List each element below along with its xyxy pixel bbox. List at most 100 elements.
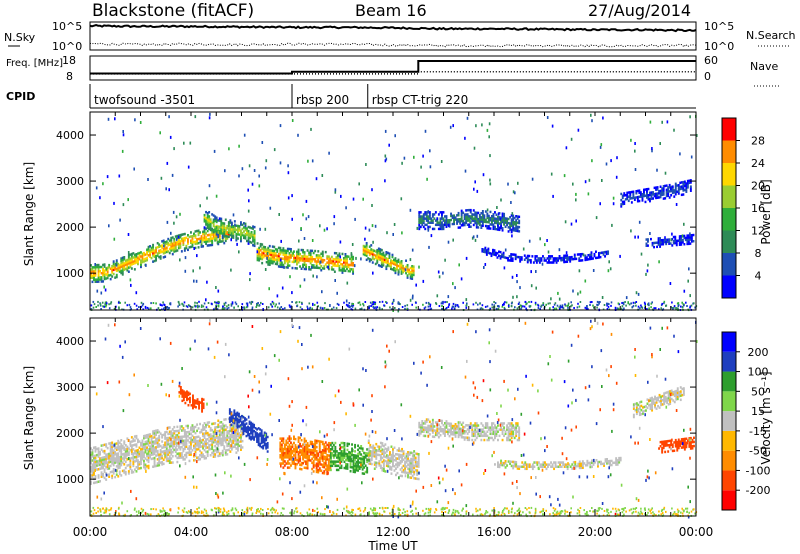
heatmap-cell [515, 227, 518, 230]
heatmap-cell [179, 242, 182, 245]
heatmap-cell [206, 222, 209, 225]
heatmap-cell [186, 390, 188, 393]
power-colorbar-swatch [722, 208, 736, 231]
heatmap-cell [311, 467, 314, 471]
heatmap-cell [165, 453, 168, 456]
heatmap-cell [277, 259, 280, 262]
heatmap-cell [202, 453, 205, 456]
heatmap-cell [180, 441, 183, 445]
heatmap-cell [212, 233, 215, 236]
heatmap-cell [329, 442, 332, 445]
heatmap-cell [396, 266, 398, 269]
heatmap-cell [469, 208, 472, 212]
heatmap-cell [143, 466, 145, 469]
heatmap-cell [247, 240, 250, 243]
heatmap-cell [348, 302, 351, 304]
heatmap-cell [188, 432, 191, 436]
heatmap-cell [391, 262, 394, 265]
heatmap-cell [463, 221, 466, 225]
heatmap-cell [235, 422, 238, 425]
heatmap-cell [282, 456, 285, 459]
heatmap-cell [206, 442, 209, 445]
heatmap-cell [326, 472, 329, 476]
heatmap-cell [124, 470, 127, 474]
heatmap-cell [626, 195, 629, 199]
heatmap-cell [127, 472, 130, 475]
heatmap-cell [604, 255, 607, 258]
heatmap-cell [94, 466, 97, 470]
heatmap-cell [155, 437, 158, 441]
heatmap-cell [190, 404, 193, 407]
heatmap-cell [174, 247, 177, 251]
heatmap-cell [655, 188, 658, 191]
heatmap-cell [161, 456, 164, 460]
heatmap-cell [159, 255, 162, 258]
heatmap-cell [215, 434, 218, 437]
heatmap-cell [419, 219, 422, 222]
heatmap-cell [306, 442, 309, 445]
heatmap-cell [523, 258, 526, 261]
heatmap-cell [663, 302, 665, 305]
heatmap-cell [323, 449, 326, 452]
heatmap-cell [105, 305, 107, 308]
heatmap-cell [624, 301, 626, 303]
heatmap-cell [133, 302, 136, 305]
heatmap-cell [93, 467, 95, 470]
heatmap-cell [127, 447, 130, 450]
heatmap-cell [205, 306, 208, 309]
heatmap-cell [535, 270, 537, 273]
heatmap-cell [294, 456, 297, 459]
heatmap-cell [327, 454, 330, 457]
heatmap-cell [349, 451, 352, 454]
heatmap-cell [321, 250, 324, 254]
heatmap-cell [659, 245, 662, 248]
heatmap-cell [649, 193, 651, 197]
heatmap-cell [394, 269, 397, 273]
heatmap-cell [132, 252, 135, 255]
heatmap-cell [503, 219, 506, 222]
heatmap-cell [240, 446, 242, 449]
heatmap-cell [297, 440, 300, 443]
heatmap-cell [212, 422, 215, 425]
heatmap-cell [158, 453, 161, 456]
heatmap-cell [297, 250, 300, 254]
heatmap-cell [221, 228, 224, 231]
heatmap-cell [329, 462, 332, 465]
heatmap-cell [354, 470, 357, 474]
heatmap-cell [286, 456, 289, 459]
heatmap-cell [93, 276, 95, 279]
heatmap-cell [444, 301, 446, 304]
heatmap-cell [100, 280, 103, 283]
heatmap-cell [238, 227, 241, 230]
heatmap-cell [297, 259, 300, 262]
heatmap-cell [192, 406, 194, 410]
heatmap-cell [149, 453, 152, 457]
heatmap-cell [94, 462, 97, 466]
heatmap-cell [497, 307, 500, 310]
heatmap-cell [606, 308, 609, 310]
heatmap-cell [158, 255, 161, 259]
heatmap-cell [137, 467, 139, 471]
heatmap-cell [252, 233, 255, 237]
heatmap-cell [621, 202, 624, 206]
heatmap-cell [590, 257, 593, 261]
heatmap-cell [265, 250, 268, 253]
heatmap-cell [484, 248, 487, 252]
heatmap-cell [117, 456, 120, 459]
heatmap-cell [293, 256, 295, 260]
heatmap-cell [191, 434, 194, 438]
heatmap-cell [186, 396, 188, 400]
heatmap-cell [215, 430, 218, 433]
heatmap-cell [419, 215, 422, 218]
heatmap-cell [279, 161, 282, 165]
heatmap-cell [287, 164, 289, 168]
heatmap-cell [108, 274, 111, 277]
heatmap-cell [297, 438, 300, 441]
heatmap-cell [453, 218, 456, 222]
heatmap-cell [93, 266, 95, 269]
heatmap-cell [296, 450, 298, 454]
heatmap-cell [233, 409, 236, 412]
heatmap-cell [324, 449, 327, 453]
heatmap-cell [551, 124, 554, 128]
